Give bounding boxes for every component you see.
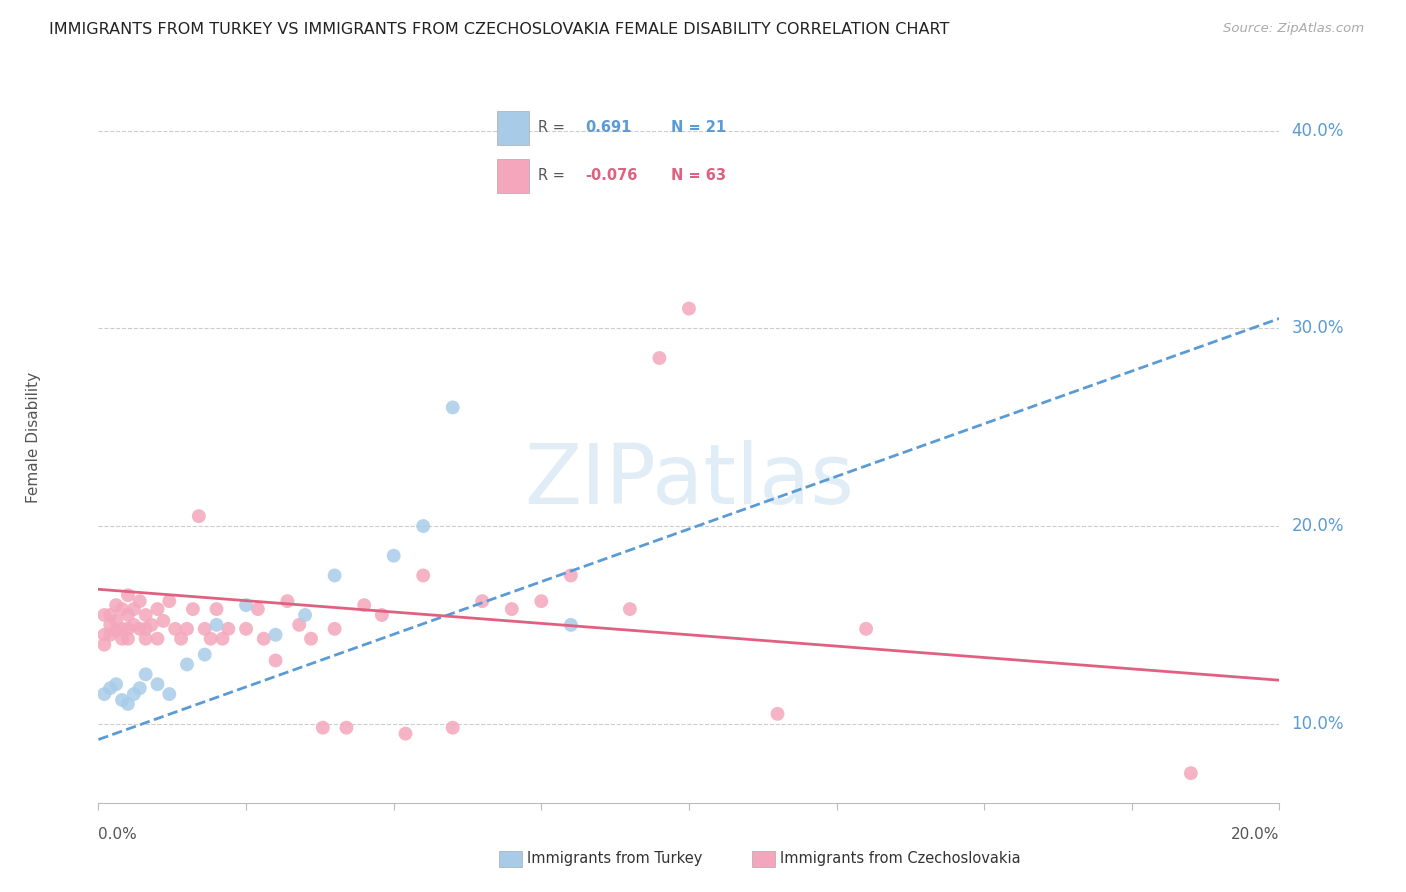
Point bbox=[501, 602, 523, 616]
Point bbox=[146, 677, 169, 691]
Point bbox=[855, 622, 877, 636]
Point bbox=[530, 594, 553, 608]
Point bbox=[122, 687, 145, 701]
Point bbox=[678, 301, 700, 316]
Point bbox=[111, 632, 134, 646]
Point bbox=[105, 624, 128, 638]
Point bbox=[276, 594, 298, 608]
Point bbox=[141, 618, 163, 632]
Point bbox=[766, 706, 789, 721]
Text: IMMIGRANTS FROM TURKEY VS IMMIGRANTS FROM CZECHOSLOVAKIA FEMALE DISABILITY CORRE: IMMIGRANTS FROM TURKEY VS IMMIGRANTS FRO… bbox=[49, 22, 949, 37]
Point bbox=[382, 549, 405, 563]
Point bbox=[117, 632, 139, 646]
Point bbox=[235, 622, 257, 636]
Point bbox=[371, 607, 394, 622]
Point bbox=[105, 598, 128, 612]
Point bbox=[205, 618, 228, 632]
Point bbox=[117, 607, 139, 622]
Text: 0.0%: 0.0% bbox=[98, 827, 138, 841]
Point bbox=[170, 632, 193, 646]
Point bbox=[235, 598, 257, 612]
Point bbox=[117, 622, 139, 636]
Point bbox=[335, 721, 357, 735]
Point bbox=[98, 618, 121, 632]
Point bbox=[111, 602, 134, 616]
Point bbox=[128, 622, 150, 636]
Point bbox=[93, 638, 115, 652]
Point bbox=[122, 618, 145, 632]
Point bbox=[211, 632, 233, 646]
Point bbox=[135, 622, 157, 636]
Text: 30.0%: 30.0% bbox=[1291, 319, 1344, 337]
Point bbox=[187, 509, 209, 524]
Point bbox=[111, 622, 134, 636]
Point bbox=[294, 607, 316, 622]
Point bbox=[299, 632, 322, 646]
Point bbox=[194, 648, 217, 662]
Point bbox=[146, 632, 169, 646]
Text: Immigrants from Turkey: Immigrants from Turkey bbox=[527, 852, 703, 866]
Point bbox=[152, 614, 174, 628]
Point bbox=[619, 602, 641, 616]
Point bbox=[441, 721, 464, 735]
Point bbox=[194, 622, 217, 636]
Point bbox=[117, 697, 139, 711]
Point bbox=[353, 598, 375, 612]
Point bbox=[560, 568, 582, 582]
Point bbox=[93, 628, 115, 642]
Point bbox=[217, 622, 239, 636]
Point bbox=[135, 667, 157, 681]
Point bbox=[181, 602, 204, 616]
Point bbox=[111, 693, 134, 707]
Point bbox=[146, 602, 169, 616]
Point bbox=[253, 632, 276, 646]
Point bbox=[135, 632, 157, 646]
Point bbox=[288, 618, 311, 632]
Point bbox=[98, 607, 121, 622]
Point bbox=[105, 614, 128, 628]
Point bbox=[128, 681, 150, 695]
Point bbox=[128, 594, 150, 608]
Point bbox=[441, 401, 464, 415]
Text: 10.0%: 10.0% bbox=[1291, 714, 1344, 732]
Text: Source: ZipAtlas.com: Source: ZipAtlas.com bbox=[1223, 22, 1364, 36]
Point bbox=[176, 657, 198, 672]
Point bbox=[200, 632, 222, 646]
Point bbox=[312, 721, 335, 735]
Point bbox=[323, 568, 346, 582]
Text: 40.0%: 40.0% bbox=[1291, 121, 1344, 140]
Point bbox=[648, 351, 671, 365]
Point bbox=[98, 681, 121, 695]
Point bbox=[117, 588, 139, 602]
Point bbox=[157, 594, 180, 608]
Point bbox=[471, 594, 494, 608]
Point bbox=[205, 602, 228, 616]
Point bbox=[412, 519, 434, 533]
Point bbox=[135, 607, 157, 622]
Point bbox=[412, 568, 434, 582]
Point bbox=[165, 622, 187, 636]
Point bbox=[560, 618, 582, 632]
Point bbox=[176, 622, 198, 636]
Text: Female Disability: Female Disability bbox=[25, 371, 41, 503]
Point bbox=[93, 607, 115, 622]
Point bbox=[122, 602, 145, 616]
Point bbox=[264, 628, 287, 642]
Point bbox=[323, 622, 346, 636]
Point bbox=[105, 677, 128, 691]
Text: ZIPatlas: ZIPatlas bbox=[524, 441, 853, 522]
Point bbox=[264, 653, 287, 667]
Point bbox=[1180, 766, 1202, 780]
Point bbox=[93, 687, 115, 701]
Point bbox=[98, 628, 121, 642]
Point bbox=[394, 726, 416, 740]
Text: 20.0%: 20.0% bbox=[1291, 517, 1344, 535]
Point bbox=[246, 602, 269, 616]
Text: 20.0%: 20.0% bbox=[1232, 827, 1279, 841]
Text: Immigrants from Czechoslovakia: Immigrants from Czechoslovakia bbox=[780, 852, 1021, 866]
Point bbox=[157, 687, 180, 701]
